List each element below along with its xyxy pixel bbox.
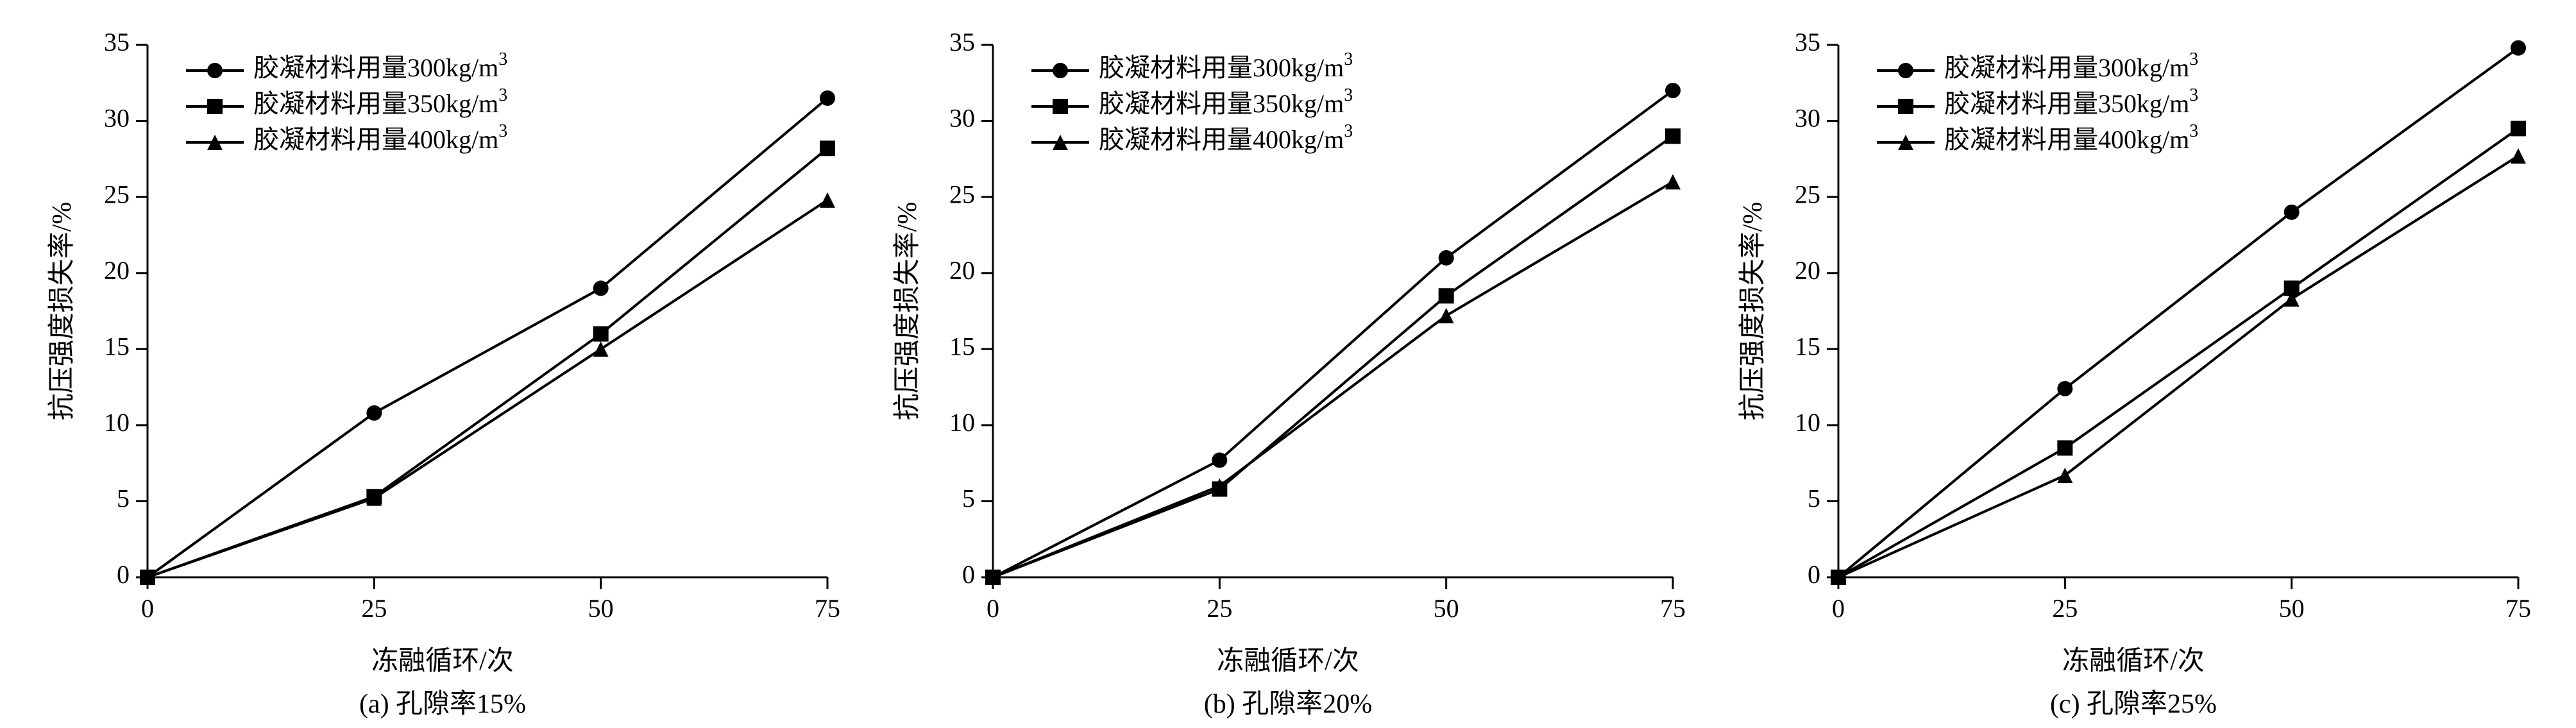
x-axis-label-a: 冻融循环/次 (371, 639, 514, 678)
svg-text:5: 5 (1808, 484, 1820, 513)
svg-text:胶凝材料用量400kg/m3: 胶凝材料用量400kg/m3 (1099, 121, 1353, 154)
svg-text:胶凝材料用量350kg/m3: 胶凝材料用量350kg/m3 (253, 85, 507, 118)
svg-text:胶凝材料用量350kg/m3: 胶凝材料用量350kg/m3 (1099, 85, 1353, 118)
svg-text:25: 25 (1795, 180, 1820, 208)
svg-text:胶凝材料用量400kg/m3: 胶凝材料用量400kg/m3 (253, 121, 507, 154)
svg-text:75: 75 (815, 594, 840, 623)
svg-text:胶凝材料用量300kg/m3: 胶凝材料用量300kg/m3 (1099, 49, 1353, 82)
svg-text:胶凝材料用量350kg/m3: 胶凝材料用量350kg/m3 (1944, 85, 2198, 118)
svg-text:10: 10 (1795, 408, 1820, 437)
svg-text:50: 50 (2279, 594, 2305, 623)
svg-text:30: 30 (1795, 104, 1820, 133)
svg-text:0: 0 (117, 560, 130, 589)
svg-text:50: 50 (588, 594, 614, 623)
chart-svg-holder-c: 0 5 10 15 20 25 30 35 0 25 50 75 抗压强度损失率/% 胶凝材料用量300k… (1723, 19, 2544, 635)
chart-svg-holder-b: 0 5 10 15 20 25 30 35 0 25 50 75 抗压强度损失率/% 胶凝材料用量300k… (877, 19, 1699, 635)
svg-text:75: 75 (1660, 594, 1686, 623)
chart-panel-a: 0 5 10 15 20 25 30 35 0 25 50 75 抗压强度损失率/% 胶凝材料用量300k… (32, 19, 853, 721)
svg-text:20: 20 (949, 256, 975, 285)
svg-text:15: 15 (949, 332, 975, 360)
chart-svg-holder-a: 0 5 10 15 20 25 30 35 0 25 50 75 抗压强度损失率/% 胶凝材料用量300k… (32, 19, 853, 635)
svg-text:0: 0 (1832, 594, 1845, 623)
svg-text:75: 75 (2505, 594, 2531, 623)
x-axis-label-b: 冻融循环/次 (1217, 639, 1359, 678)
chart-svg: 0 5 10 15 20 25 30 35 0 25 50 75 抗压强度损失率/% 胶凝材料用量300k… (1723, 19, 2544, 635)
svg-text:35: 35 (949, 28, 975, 56)
charts-row: 051015202530350255075抗压强度损失率/%胶凝材料用量300k… (0, 0, 2576, 721)
svg-text:25: 25 (2052, 594, 2078, 623)
chart-panel-c: 0 5 10 15 20 25 30 35 0 25 50 75 抗压强度损失率/% 胶凝材料用量300k… (1723, 19, 2544, 721)
svg-text:25: 25 (104, 180, 130, 208)
svg-text:25: 25 (1207, 594, 1232, 623)
svg-text:5: 5 (117, 484, 130, 513)
svg-text:10: 10 (949, 408, 975, 437)
svg-text:10: 10 (104, 408, 130, 437)
caption-c: (c) 孔隙率25% (2050, 682, 2217, 721)
chart-svg: 0 5 10 15 20 25 30 35 0 25 50 75 抗压强度损失率/% 胶凝材料用量300k… (32, 19, 853, 635)
svg-text:15: 15 (1795, 332, 1820, 360)
svg-text:0: 0 (141, 594, 154, 623)
svg-text:35: 35 (1795, 28, 1820, 56)
svg-text:0: 0 (1808, 560, 1820, 589)
svg-text:抗压强度损失率/%: 抗压强度损失率/% (1738, 202, 1768, 421)
svg-text:15: 15 (104, 332, 130, 360)
svg-text:抗压强度损失率/%: 抗压强度损失率/% (47, 202, 77, 421)
svg-text:0: 0 (962, 560, 975, 589)
x-axis-label-c: 冻融循环/次 (2062, 639, 2205, 678)
svg-text:25: 25 (361, 594, 387, 623)
svg-text:胶凝材料用量400kg/m3: 胶凝材料用量400kg/m3 (1944, 121, 2198, 154)
svg-text:30: 30 (949, 104, 975, 133)
caption-b: (b) 孔隙率20% (1204, 682, 1372, 721)
svg-text:35: 35 (104, 28, 130, 56)
svg-text:5: 5 (962, 484, 975, 513)
svg-text:20: 20 (104, 256, 130, 285)
caption-a: (a) 孔隙率15% (359, 682, 526, 721)
svg-text:50: 50 (1434, 594, 1459, 623)
chart-panel-b: 0 5 10 15 20 25 30 35 0 25 50 75 抗压强度损失率/% 胶凝材料用量300k… (877, 19, 1699, 721)
svg-text:胶凝材料用量300kg/m3: 胶凝材料用量300kg/m3 (1944, 49, 2198, 82)
svg-text:胶凝材料用量300kg/m3: 胶凝材料用量300kg/m3 (253, 49, 507, 82)
svg-text:20: 20 (1795, 256, 1820, 285)
svg-text:抗压强度损失率/%: 抗压强度损失率/% (892, 202, 922, 421)
svg-text:0: 0 (987, 594, 999, 623)
chart-svg: 0 5 10 15 20 25 30 35 0 25 50 75 抗压强度损失率/% 胶凝材料用量300k… (877, 19, 1699, 635)
svg-text:25: 25 (949, 180, 975, 208)
svg-text:30: 30 (104, 104, 130, 133)
